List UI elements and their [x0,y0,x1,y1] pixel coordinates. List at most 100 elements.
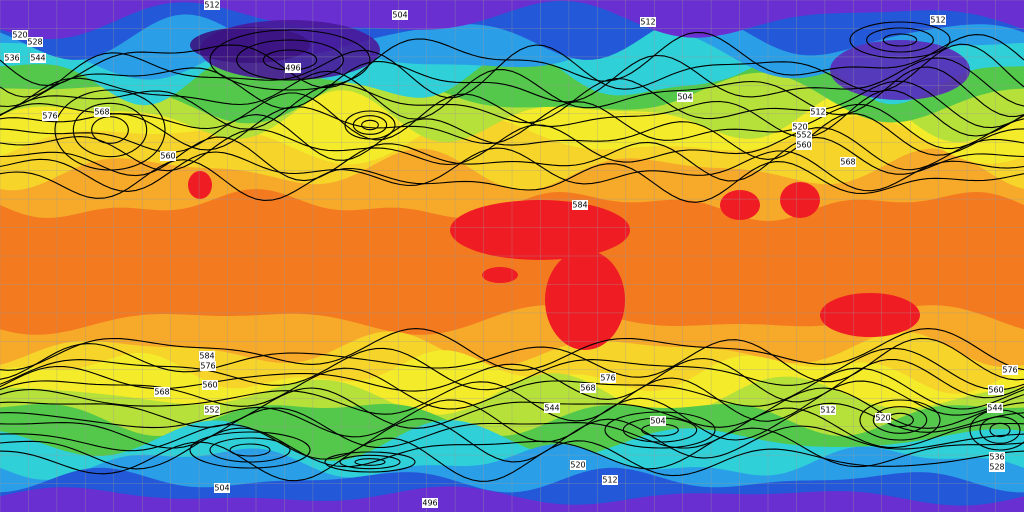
contour-label: 504 [677,93,692,102]
contour-line [0,159,1024,203]
contour-label: 560 [988,386,1003,395]
label-box [840,157,856,167]
label-box [204,0,220,10]
label-box [570,460,586,470]
contour-line [0,418,1024,463]
closed-contour [361,119,379,131]
label-box [42,111,58,121]
cold-core [190,27,310,63]
contour-label: 528 [27,38,42,47]
contour-line [0,397,1024,443]
contour-line [0,89,1024,141]
contour-label: 576 [1002,366,1017,375]
closed-contour [344,110,396,140]
closed-contour [866,27,934,53]
label-box [602,475,618,485]
contour-label: 576 [200,362,215,371]
contour-line [0,66,1024,120]
contour-line [0,328,1024,371]
contour-label: 544 [987,404,1002,413]
contour-label: 584 [572,201,587,210]
contour-line [0,377,1024,422]
contour-label: 520 [792,123,807,132]
contour-label: 504 [650,417,665,426]
closed-contour [354,458,386,466]
closed-contour [339,454,401,470]
contour-line [0,367,1024,410]
contour-label: 512 [930,16,945,25]
contour-label: 568 [94,108,109,117]
contour-label: 560 [202,381,217,390]
label-box [792,122,808,132]
label-box [154,387,170,397]
contour-label: 568 [580,384,595,393]
label-box [580,383,596,393]
closed-contour [882,33,918,47]
contour-label: 544 [30,54,45,63]
hot-spot [545,250,625,350]
label-box [988,385,1004,395]
label-box [677,92,693,102]
closed-contour [189,431,311,469]
contour-label: 520 [875,414,890,423]
label-box [572,200,588,210]
label-box [820,405,836,415]
closed-contour [849,21,951,59]
contour-line [0,78,1024,130]
contour-label: 536 [989,453,1004,462]
contour-line [0,357,1024,403]
contour-label: 576 [600,374,615,383]
contour-label: 568 [154,388,169,397]
contour-line [0,147,1024,192]
label-box [989,462,1005,472]
closed-contour [324,451,416,473]
closed-contour [352,115,388,135]
label-box [204,405,220,415]
contour-label: 512 [204,1,219,10]
height-contours [0,21,1024,482]
contour-label: 520 [12,31,27,40]
contour-label: 496 [285,64,300,73]
hot-spot [482,267,518,283]
closed-contour [209,437,291,463]
contour-label: 552 [204,406,219,415]
hot-spot [720,190,760,220]
label-box [392,10,408,20]
contour-line [0,437,1024,482]
closed-contour [236,39,344,81]
label-box [285,63,301,73]
label-box [640,17,656,27]
label-box [875,413,891,423]
label-box [160,151,176,161]
contour-label: 568 [840,158,855,167]
label-box [27,37,43,47]
label-box [989,452,1005,462]
label-box [12,30,28,40]
hot-spot [188,171,212,199]
contour-line [0,101,1024,151]
hot-spot [820,293,920,337]
closed-contour [209,29,371,91]
contour-line [0,407,1024,449]
label-box [810,107,826,117]
closed-contour [979,416,1021,444]
contour-label: 560 [160,152,175,161]
closed-contour [229,443,271,457]
contour-label: 536 [4,54,19,63]
contour-label: 552 [796,131,811,140]
contour-line [0,124,1024,172]
label-box [987,403,1003,413]
label-box [930,15,946,25]
contour-label: 584 [199,352,214,361]
label-box [200,361,216,371]
label-box [30,53,46,63]
label-box [650,416,666,426]
closed-contour [54,89,166,171]
closed-contour [72,102,148,158]
contour-label: 560 [796,141,811,150]
hot-spot [450,200,630,260]
closed-contour [859,399,941,441]
label-box [4,53,20,63]
label-box [796,130,812,140]
